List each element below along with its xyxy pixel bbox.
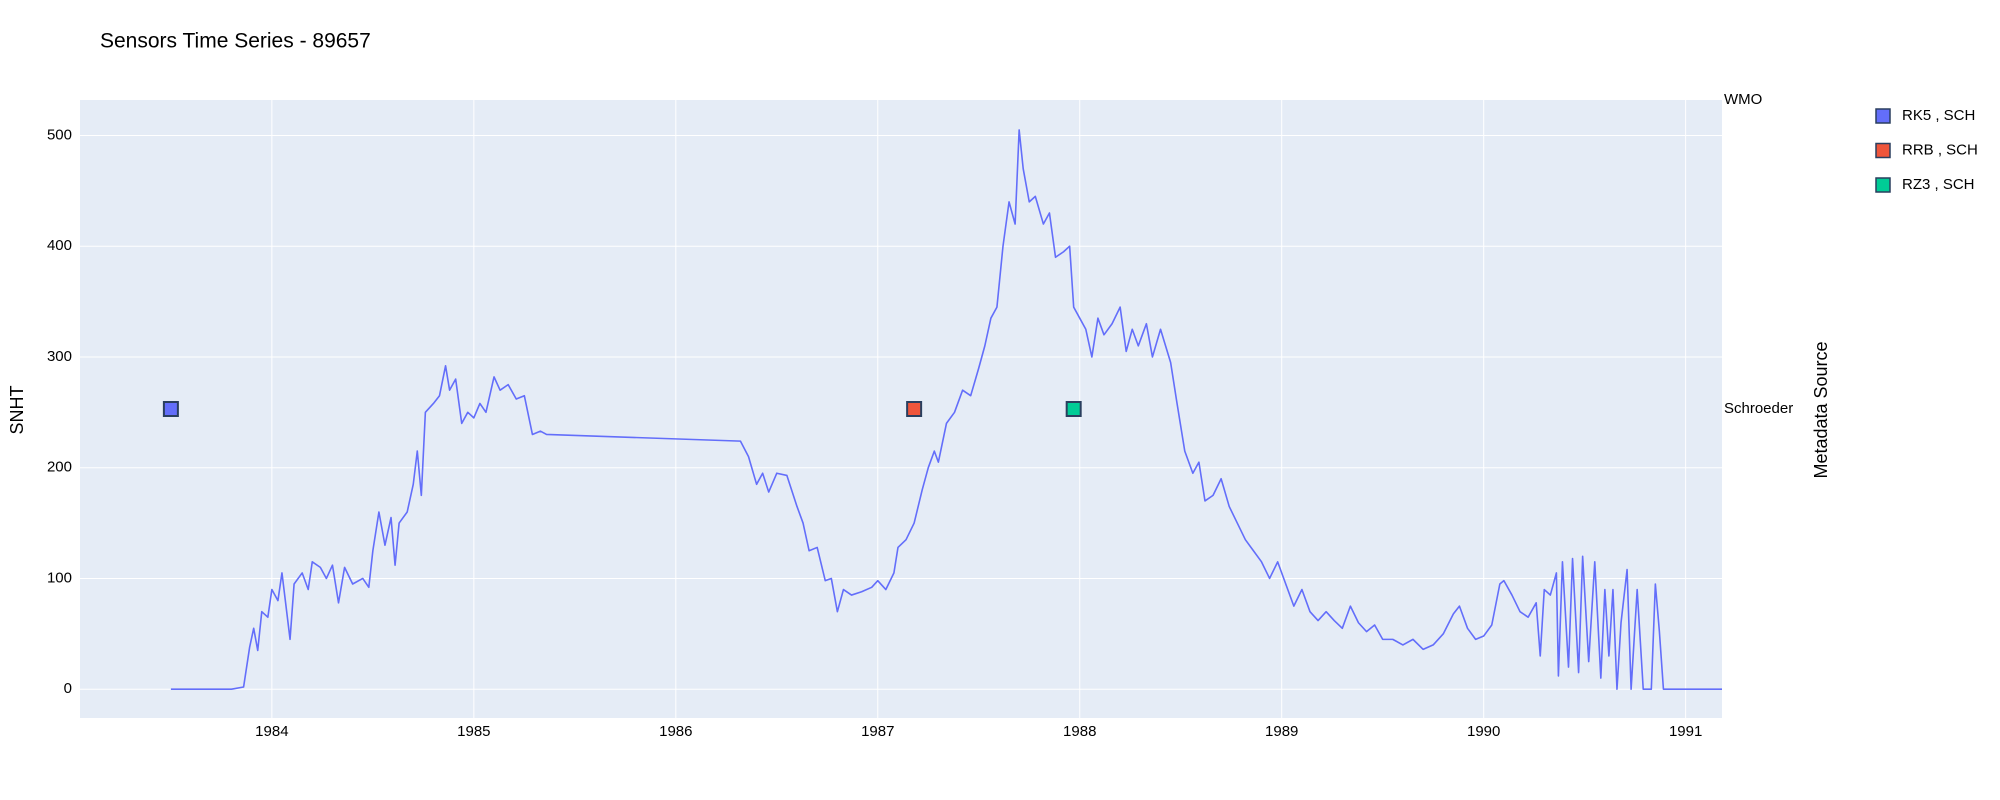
legend-label: RRB , SCH bbox=[1902, 141, 1978, 158]
marker bbox=[162, 401, 179, 417]
x-tick-label: 1985 bbox=[457, 723, 490, 740]
y-tick-label: 300 bbox=[47, 348, 72, 365]
y-tick-label: 100 bbox=[47, 569, 72, 586]
y-axis-title: SNHT bbox=[7, 385, 27, 434]
x-tick-label: 1986 bbox=[659, 723, 692, 740]
y-tick-label: 400 bbox=[47, 237, 72, 254]
y-tick-label: 500 bbox=[47, 126, 72, 143]
x-tick-label: 1988 bbox=[1063, 723, 1096, 740]
chart-title: Sensors Time Series - 89657 bbox=[100, 30, 371, 53]
legend-swatch bbox=[1875, 142, 1891, 159]
grid bbox=[80, 100, 1722, 718]
x-tick-label: 1987 bbox=[861, 723, 894, 740]
legend-label: RZ3 , SCH bbox=[1902, 176, 1975, 193]
y-tick-label: 0 bbox=[64, 680, 72, 697]
legend-swatch bbox=[1875, 177, 1891, 193]
labels: 1984 1985 1986 1987 1988 1989 1990 1991 0 100 200 3… bbox=[47, 91, 1978, 740]
marker bbox=[1065, 401, 1082, 417]
y2-tick-label: Schroeder bbox=[1724, 400, 1793, 417]
y-tick-label: 200 bbox=[47, 459, 72, 476]
line bbox=[170, 129, 1722, 690]
marker bbox=[906, 401, 923, 417]
marks bbox=[162, 129, 1722, 690]
legend-swatch bbox=[1875, 108, 1891, 124]
x-tick-label: 1990 bbox=[1467, 723, 1500, 740]
plot-area bbox=[80, 100, 1722, 718]
legend-label: RK5 , SCH bbox=[1902, 107, 1975, 124]
x-tick-label: 1984 bbox=[255, 723, 288, 740]
x-tick-label: 1989 bbox=[1265, 723, 1298, 740]
y2-tick-label: WMO bbox=[1724, 91, 1762, 108]
x-tick-label: 1991 bbox=[1669, 723, 1702, 740]
y2-axis-title: Metadata Source bbox=[1811, 341, 1831, 478]
